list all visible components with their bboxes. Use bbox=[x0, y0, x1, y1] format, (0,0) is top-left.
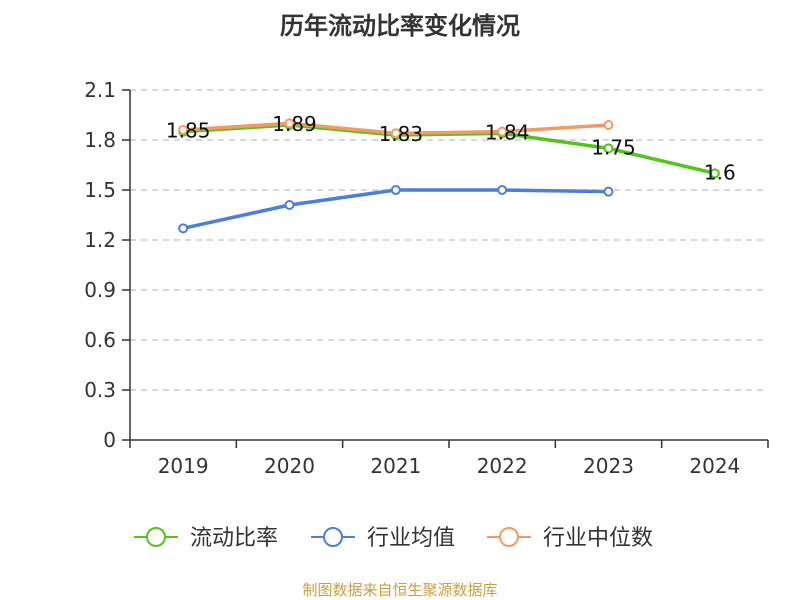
data-label: 1.83 bbox=[379, 122, 424, 146]
axes: 0 0.3 0.6 0.9 1.2 1.5 1.8 2.1 2019 2020 2021 2022 20… bbox=[84, 78, 769, 478]
series-0-point bbox=[603, 143, 614, 154]
x-tick-label: 2021 bbox=[370, 454, 421, 478]
y-tick-label: 0 bbox=[103, 428, 116, 452]
x-tick-label: 2020 bbox=[264, 454, 315, 478]
y-tick-label: 1.8 bbox=[84, 128, 116, 152]
legend-marker bbox=[146, 527, 166, 547]
legend-marker bbox=[499, 527, 519, 547]
x-tick-label: 2019 bbox=[158, 454, 209, 478]
legend-item-1[interactable]: 行业均值 bbox=[311, 526, 455, 551]
data-labels: 1.85 1.89 1.83 1.84 1.75 1.6 bbox=[166, 112, 736, 184]
data-label: 1.75 bbox=[591, 135, 636, 159]
series-1-point bbox=[603, 186, 614, 197]
y-tick-label: 0.9 bbox=[84, 278, 116, 302]
source-note: 制图数据来自恒生聚源数据库 bbox=[302, 581, 497, 599]
series-layer bbox=[178, 118, 720, 234]
data-label: 1.85 bbox=[166, 119, 211, 143]
series-1-point bbox=[178, 223, 189, 234]
legend[interactable]: 流动比率 行业均值 行业中位数 bbox=[134, 526, 653, 551]
legend-item-0[interactable]: 流动比率 bbox=[134, 526, 278, 551]
legend-label: 行业均值 bbox=[367, 526, 455, 551]
legend-label: 流动比率 bbox=[190, 526, 278, 551]
data-label: 1.84 bbox=[485, 120, 530, 144]
legend-item-2[interactable]: 行业中位数 bbox=[487, 526, 653, 551]
y-tick-label: 1.5 bbox=[84, 178, 116, 202]
x-tick-label: 2024 bbox=[689, 454, 740, 478]
series-line-1 bbox=[182, 188, 609, 231]
series-1-point bbox=[497, 185, 508, 195]
series-2-point bbox=[178, 125, 189, 135]
data-label: 1.6 bbox=[704, 160, 736, 184]
y-tick-label: 0.3 bbox=[84, 378, 116, 402]
series-2-point bbox=[284, 118, 295, 129]
y-tick-label: 0.6 bbox=[84, 328, 116, 352]
x-tick-label: 2023 bbox=[583, 454, 634, 478]
series-1-point bbox=[284, 200, 295, 210]
data-label: 1.89 bbox=[272, 112, 317, 136]
series-2-point bbox=[497, 126, 508, 137]
legend-label: 行业中位数 bbox=[543, 526, 653, 551]
series-0-point bbox=[709, 168, 720, 179]
series-1-point bbox=[390, 185, 401, 195]
y-tick-label: 2.1 bbox=[84, 78, 116, 102]
y-tick-label: 1.2 bbox=[84, 228, 116, 252]
series-2-point bbox=[390, 128, 401, 139]
legend-marker bbox=[323, 527, 343, 547]
series-2-point bbox=[603, 120, 614, 130]
grid bbox=[130, 89, 768, 391]
x-tick-label: 2022 bbox=[477, 454, 528, 478]
chart-title: 历年流动比率变化情况 bbox=[280, 12, 520, 40]
